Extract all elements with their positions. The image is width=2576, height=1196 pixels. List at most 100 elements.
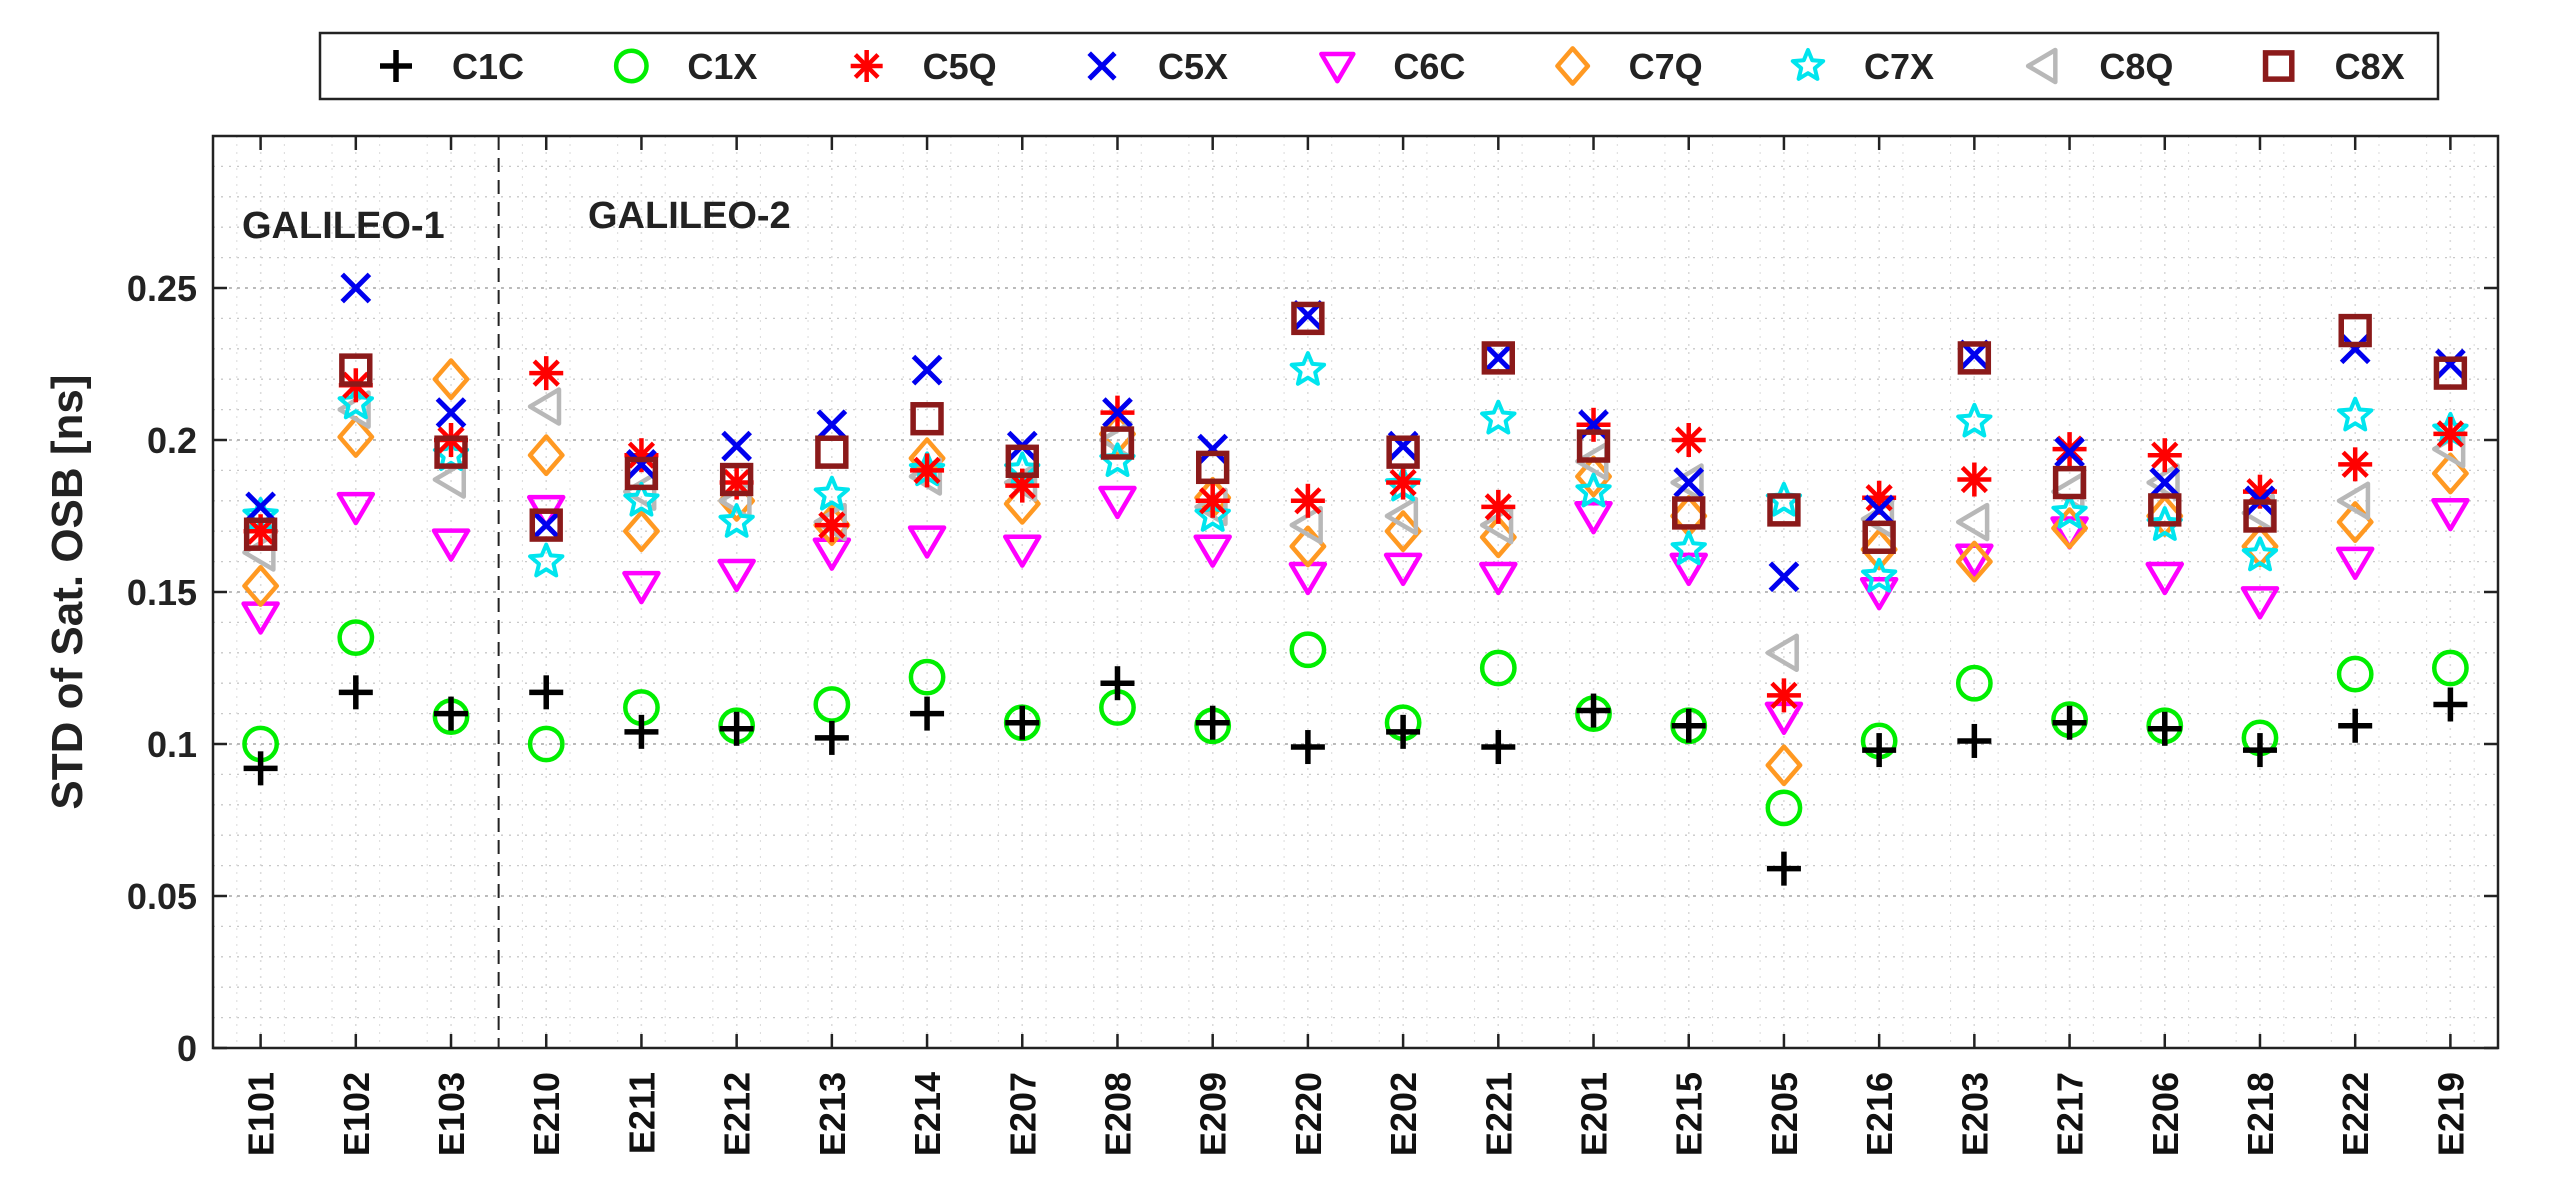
point-c6c-e103 [431, 528, 471, 562]
point-c5x-e221 [1482, 342, 1514, 374]
x-tick-label-e213: E213 [812, 1072, 853, 1156]
point-c1x-e222 [2336, 655, 2374, 693]
grid [213, 135, 2498, 1049]
series-c5x [245, 272, 2466, 593]
point-c1c-e216 [1862, 733, 1897, 768]
y-axis: 0 0.05 0.1 0.15 0.2 0.25 [127, 268, 2498, 1069]
series-c8x [243, 301, 2468, 554]
x-tick-label-e218: E218 [2240, 1072, 2281, 1156]
point-c5q-e205 [1766, 678, 1801, 713]
point-c1c-e215 [1671, 708, 1706, 743]
data-series [241, 272, 2470, 886]
legend-label-c5q: C5Q [923, 46, 997, 87]
x-tick-label-e209: E209 [1193, 1072, 1234, 1156]
x-tick-label-e208: E208 [1097, 1072, 1138, 1156]
point-c1c-e214 [910, 696, 945, 731]
point-c5q-e220 [1290, 483, 1325, 518]
point-c7x-e221 [1480, 399, 1517, 435]
y-tick-label: 0 [177, 1028, 197, 1069]
point-c1c-e210 [529, 675, 564, 710]
point-c7q-e218 [2241, 525, 2279, 568]
point-c5x-e214 [911, 354, 943, 386]
x-axis: E101 E102 E103 E210 E211 E212 E213 E214 E207 E208… [241, 136, 2471, 1156]
point-c1c-e209 [1195, 705, 1230, 740]
point-c8x-e208 [1100, 426, 1135, 460]
point-c8x-e206 [2148, 493, 2182, 527]
point-c5q-e203 [1957, 462, 1992, 497]
point-c5q-e219 [2433, 416, 2468, 451]
y-tick-label: 0.15 [127, 572, 197, 613]
point-c8q-e222 [2336, 481, 2371, 521]
point-c6c-e207 [1003, 534, 1042, 568]
y-tick-label: 0.25 [127, 268, 197, 309]
point-c5x-e205 [1768, 561, 1800, 593]
point-c6c-e218 [2240, 586, 2280, 620]
point-c6c-e209 [1193, 534, 1232, 568]
x-tick-label-e217: E217 [2050, 1072, 2091, 1156]
point-c1c-e213 [814, 720, 849, 755]
point-c5x-e103 [435, 397, 467, 429]
point-c8q-e215 [1670, 463, 1704, 502]
x-tick-label-e101: E101 [241, 1072, 282, 1156]
point-c1c-e208 [1100, 666, 1135, 701]
legend-box [318, 31, 2440, 101]
point-c1c-e205 [1766, 851, 1801, 886]
point-c1c-e206 [2147, 711, 2182, 746]
x-tick-label-e201: E201 [1574, 1072, 1615, 1156]
point-c6c-e221 [1479, 561, 1518, 596]
point-c1c-e203 [1957, 723, 1992, 758]
point-c1x-e205 [1765, 789, 1803, 827]
point-c5q-e215 [1671, 423, 1706, 457]
point-c8q-e103 [432, 460, 467, 499]
point-c7x-e222 [2337, 396, 2374, 432]
x-tick-label-e102: E102 [336, 1072, 377, 1156]
point-c8x-e209 [1195, 450, 1230, 485]
legend-marker-c7q [1555, 46, 1591, 86]
point-c1c-e218 [2242, 733, 2277, 768]
x-tick-label-e206: E206 [2145, 1072, 2186, 1156]
point-c7q-e102 [337, 416, 375, 458]
point-c8x-e212 [719, 462, 754, 497]
point-c6c-e215 [1669, 552, 1708, 587]
y-tick-label: 0.1 [147, 724, 197, 765]
point-c5x-e219 [2435, 348, 2466, 380]
point-c5x-e102 [340, 272, 372, 304]
point-c6c-e102 [336, 491, 376, 526]
point-c8x-e215 [1672, 496, 1706, 530]
point-c8x-e216 [1862, 520, 1896, 554]
point-c7q-e203 [1955, 540, 1993, 583]
x-tick-label-e202: E202 [1383, 1072, 1424, 1156]
point-c8q-e203 [1955, 502, 1990, 542]
point-c5x-e222 [2339, 333, 2371, 365]
x-tick-label-e103: E103 [431, 1072, 472, 1156]
legend-label-c7q: C7Q [1629, 46, 1703, 87]
point-c1x-e203 [1955, 664, 1993, 702]
point-c7q-e205 [1765, 744, 1803, 787]
point-c1c-e220 [1290, 730, 1325, 765]
point-c5x-e208 [1102, 397, 1133, 429]
point-c6c-e217 [2050, 516, 2089, 550]
group-label-galileo-1: GALILEO-1 [242, 205, 445, 247]
point-c1c-e212 [719, 711, 754, 746]
point-c6c-e214 [907, 525, 947, 559]
point-c8x-e220 [1291, 301, 1325, 336]
point-c1c-e207 [1005, 705, 1040, 740]
point-c8x-e207 [1005, 444, 1039, 478]
point-c6c-e219 [2431, 497, 2470, 532]
x-tick-label-e221: E221 [1478, 1072, 1519, 1156]
point-c1x-e220 [1289, 631, 1327, 669]
point-c8x-e221 [1481, 341, 1516, 375]
point-c5x-e215 [1673, 467, 1705, 498]
legend-label-c5x: C5X [1158, 46, 1228, 87]
point-c1x-e219 [2431, 649, 2469, 687]
point-c7x-e215 [1670, 530, 1707, 566]
point-c7q-e210 [527, 434, 565, 477]
point-c5x-e216 [1863, 494, 1895, 526]
point-c7q-e216 [1860, 528, 1898, 571]
point-c7x-e210 [528, 542, 565, 578]
series-c6c [241, 485, 2470, 736]
group-label-galileo-2: GALILEO-2 [588, 195, 791, 237]
point-c5q-e214 [910, 453, 945, 488]
point-c6c-e222 [2335, 546, 2375, 580]
